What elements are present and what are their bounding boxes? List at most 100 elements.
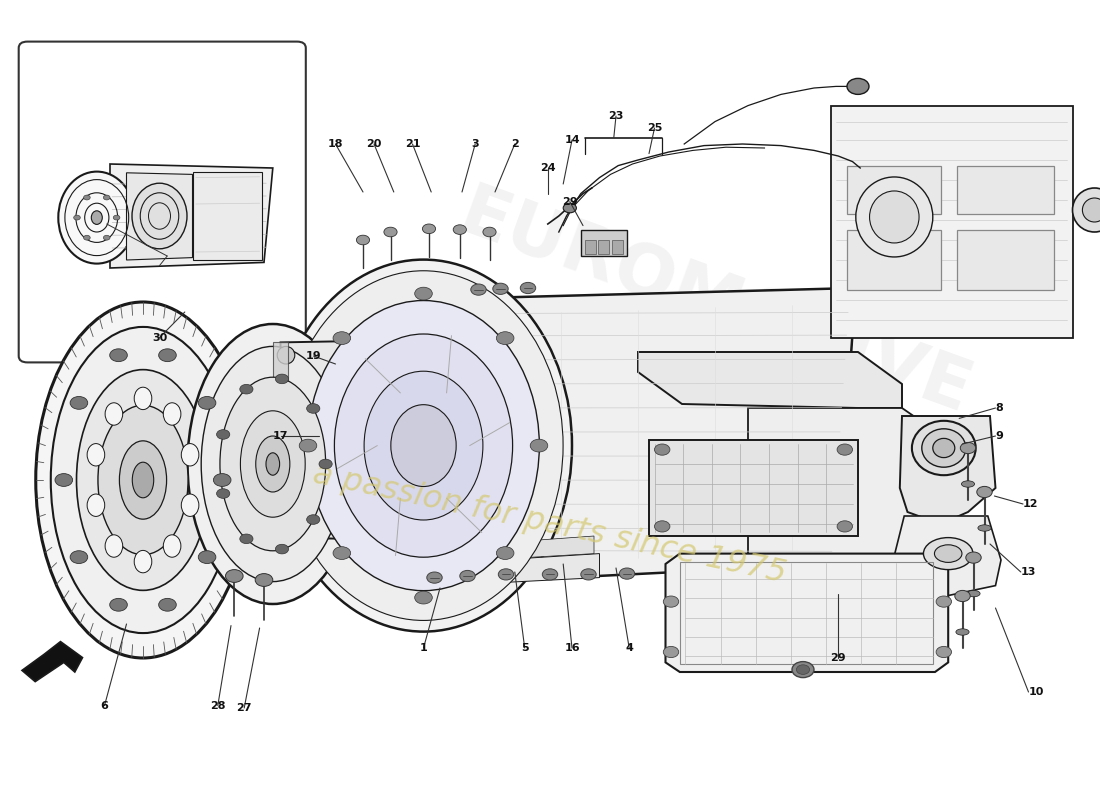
Circle shape	[415, 591, 432, 604]
Circle shape	[837, 444, 852, 455]
Text: 13: 13	[1021, 567, 1036, 577]
Polygon shape	[273, 342, 288, 538]
Polygon shape	[110, 164, 273, 268]
Text: 2: 2	[510, 139, 519, 149]
Polygon shape	[748, 408, 948, 576]
Ellipse shape	[106, 535, 123, 558]
Circle shape	[275, 544, 288, 554]
Text: 16: 16	[564, 643, 580, 653]
Circle shape	[496, 332, 514, 345]
Text: 6: 6	[100, 701, 109, 710]
Text: 28: 28	[210, 701, 225, 710]
Text: 29: 29	[562, 197, 578, 206]
Ellipse shape	[404, 519, 421, 537]
Bar	[649, 440, 858, 536]
Ellipse shape	[284, 270, 563, 621]
Ellipse shape	[120, 441, 166, 519]
Bar	[957, 230, 1054, 290]
Polygon shape	[126, 173, 192, 260]
Circle shape	[356, 235, 370, 245]
Ellipse shape	[87, 494, 104, 517]
Text: 21: 21	[405, 139, 420, 149]
Circle shape	[319, 459, 332, 469]
Circle shape	[966, 552, 981, 563]
Circle shape	[84, 235, 90, 240]
Circle shape	[113, 215, 120, 220]
Ellipse shape	[220, 378, 326, 550]
Ellipse shape	[308, 301, 539, 590]
Circle shape	[275, 374, 288, 384]
Ellipse shape	[961, 481, 975, 487]
Circle shape	[226, 570, 243, 582]
Circle shape	[384, 227, 397, 237]
Polygon shape	[666, 554, 948, 672]
Ellipse shape	[98, 406, 188, 554]
Circle shape	[581, 569, 596, 580]
Circle shape	[103, 195, 110, 200]
Circle shape	[217, 430, 230, 439]
Circle shape	[483, 227, 496, 237]
Text: 17: 17	[273, 431, 288, 441]
Circle shape	[240, 384, 253, 394]
Ellipse shape	[934, 545, 961, 562]
Ellipse shape	[933, 438, 955, 458]
Polygon shape	[893, 516, 1001, 596]
Ellipse shape	[201, 346, 344, 582]
Ellipse shape	[922, 429, 966, 467]
Polygon shape	[638, 352, 902, 408]
Text: 18: 18	[328, 139, 343, 149]
Ellipse shape	[956, 629, 969, 635]
Circle shape	[333, 546, 351, 559]
Ellipse shape	[1082, 198, 1100, 222]
Bar	[680, 562, 933, 664]
Text: 14: 14	[564, 135, 580, 145]
Circle shape	[198, 550, 216, 563]
Text: PARTS: PARTS	[583, 324, 847, 476]
Circle shape	[471, 284, 486, 295]
Circle shape	[307, 404, 320, 414]
Circle shape	[158, 598, 176, 611]
Ellipse shape	[277, 435, 295, 453]
Text: 12: 12	[1023, 499, 1038, 509]
Circle shape	[796, 665, 810, 674]
Circle shape	[498, 569, 514, 580]
Polygon shape	[192, 172, 262, 260]
Circle shape	[158, 349, 176, 362]
Circle shape	[84, 195, 90, 200]
Polygon shape	[473, 554, 600, 584]
Circle shape	[217, 489, 230, 498]
Text: 23: 23	[608, 111, 624, 121]
Ellipse shape	[404, 346, 421, 364]
Ellipse shape	[870, 191, 920, 243]
Ellipse shape	[978, 525, 991, 531]
Polygon shape	[900, 416, 996, 524]
Circle shape	[103, 235, 110, 240]
Ellipse shape	[563, 203, 576, 213]
Circle shape	[415, 287, 432, 300]
Text: 27: 27	[236, 703, 252, 713]
Ellipse shape	[277, 519, 295, 537]
Circle shape	[542, 569, 558, 580]
Circle shape	[663, 646, 679, 658]
Circle shape	[847, 78, 869, 94]
Ellipse shape	[923, 538, 972, 570]
Circle shape	[496, 546, 514, 559]
Ellipse shape	[187, 324, 359, 604]
Text: 5: 5	[521, 643, 528, 653]
Circle shape	[240, 534, 253, 544]
Ellipse shape	[1072, 188, 1100, 232]
Circle shape	[619, 568, 635, 579]
Text: 10: 10	[1028, 687, 1044, 697]
Circle shape	[493, 283, 508, 294]
Bar	[612, 240, 623, 254]
Ellipse shape	[334, 334, 513, 558]
Circle shape	[110, 598, 128, 611]
Circle shape	[213, 474, 231, 486]
Bar	[585, 240, 596, 254]
Ellipse shape	[134, 550, 152, 573]
Text: 3: 3	[472, 139, 478, 149]
Circle shape	[460, 570, 475, 582]
Ellipse shape	[404, 435, 421, 453]
Polygon shape	[280, 340, 412, 540]
Circle shape	[955, 590, 970, 602]
